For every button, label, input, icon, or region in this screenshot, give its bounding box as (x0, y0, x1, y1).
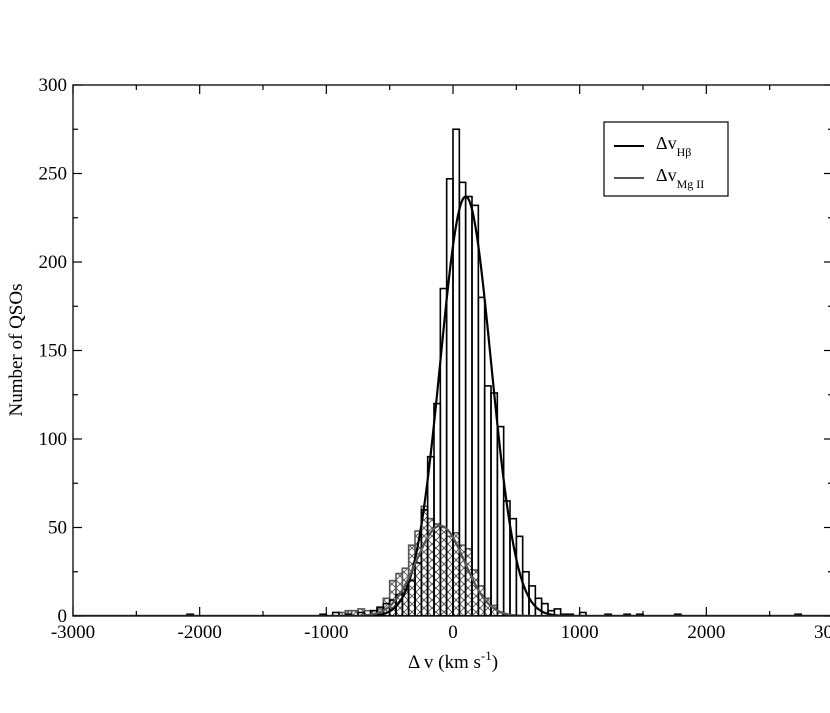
x-axis-title: Δ v (km s-1) (408, 648, 498, 673)
y-tick-label-0: 0 (58, 606, 68, 627)
x-tick-label-5: 2000 (687, 622, 725, 643)
legend-label-hbeta-main: Δv (656, 133, 677, 153)
y-axis-title: Number of QSOs (6, 284, 27, 417)
hist-bar-hbeta-4 (357, 611, 366, 616)
ticks-layer (72, 84, 830, 617)
x-axis-title-main: Δ v (km s (408, 652, 481, 673)
y-tick-label-3: 150 (39, 341, 68, 362)
x-axis-title-close: ) (492, 652, 498, 673)
x-tick-label-1: -2000 (178, 622, 222, 643)
x-tick-label-2: -1000 (304, 622, 348, 643)
legend-label-mgii-main: Δv (656, 165, 677, 185)
hist-bar-hbeta-2 (331, 611, 340, 616)
hist-bar-mgii-21 (471, 569, 480, 616)
x-tick-label-0: -3000 (51, 622, 95, 643)
histogram-layer (186, 128, 803, 616)
y-tick-label-6: 300 (39, 75, 68, 96)
legend-label-mgii-sub: Mg II (677, 177, 705, 191)
hist-bar-mgii-16 (439, 526, 448, 616)
y-tick-label-4: 200 (39, 252, 68, 273)
fit-curves-layer (73, 195, 830, 616)
hist-bar-mgii-15 (433, 523, 442, 616)
hist-bar-hbeta-21 (471, 204, 480, 616)
fit-curve-hbeta (73, 195, 830, 616)
y-tick-label-1: 50 (48, 518, 67, 539)
fit-curve-mgii (73, 524, 830, 616)
hist-bar-mgii-17 (445, 535, 454, 616)
legend-label-hbeta: ΔvHβ (656, 133, 691, 159)
hist-bar-hbeta-22 (477, 296, 486, 616)
x-tick-label-6: 3000 (814, 622, 830, 643)
y-tick-label-2: 100 (39, 429, 68, 450)
hist-bar-hbeta-24 (490, 392, 499, 616)
x-axis-title-sup: -1 (481, 648, 492, 663)
hist-bar-hbeta-23 (483, 385, 492, 616)
x-tick-label-4: 1000 (561, 622, 599, 643)
legend-label-mgii: ΔvMg II (656, 165, 704, 191)
y-tick-label-5: 250 (39, 164, 68, 185)
tick-labels-layer: -3000 -2000 -1000 0 1000 2000 3000 0 50 100 150 200… (39, 75, 830, 643)
legend-label-hbeta-sub: Hβ (677, 145, 692, 159)
hist-bar-mgii-20 (464, 547, 473, 616)
legend-box (603, 121, 729, 197)
legend: ΔvHβ ΔvMg II (603, 121, 729, 197)
x-tick-label-3: 0 (448, 622, 458, 643)
